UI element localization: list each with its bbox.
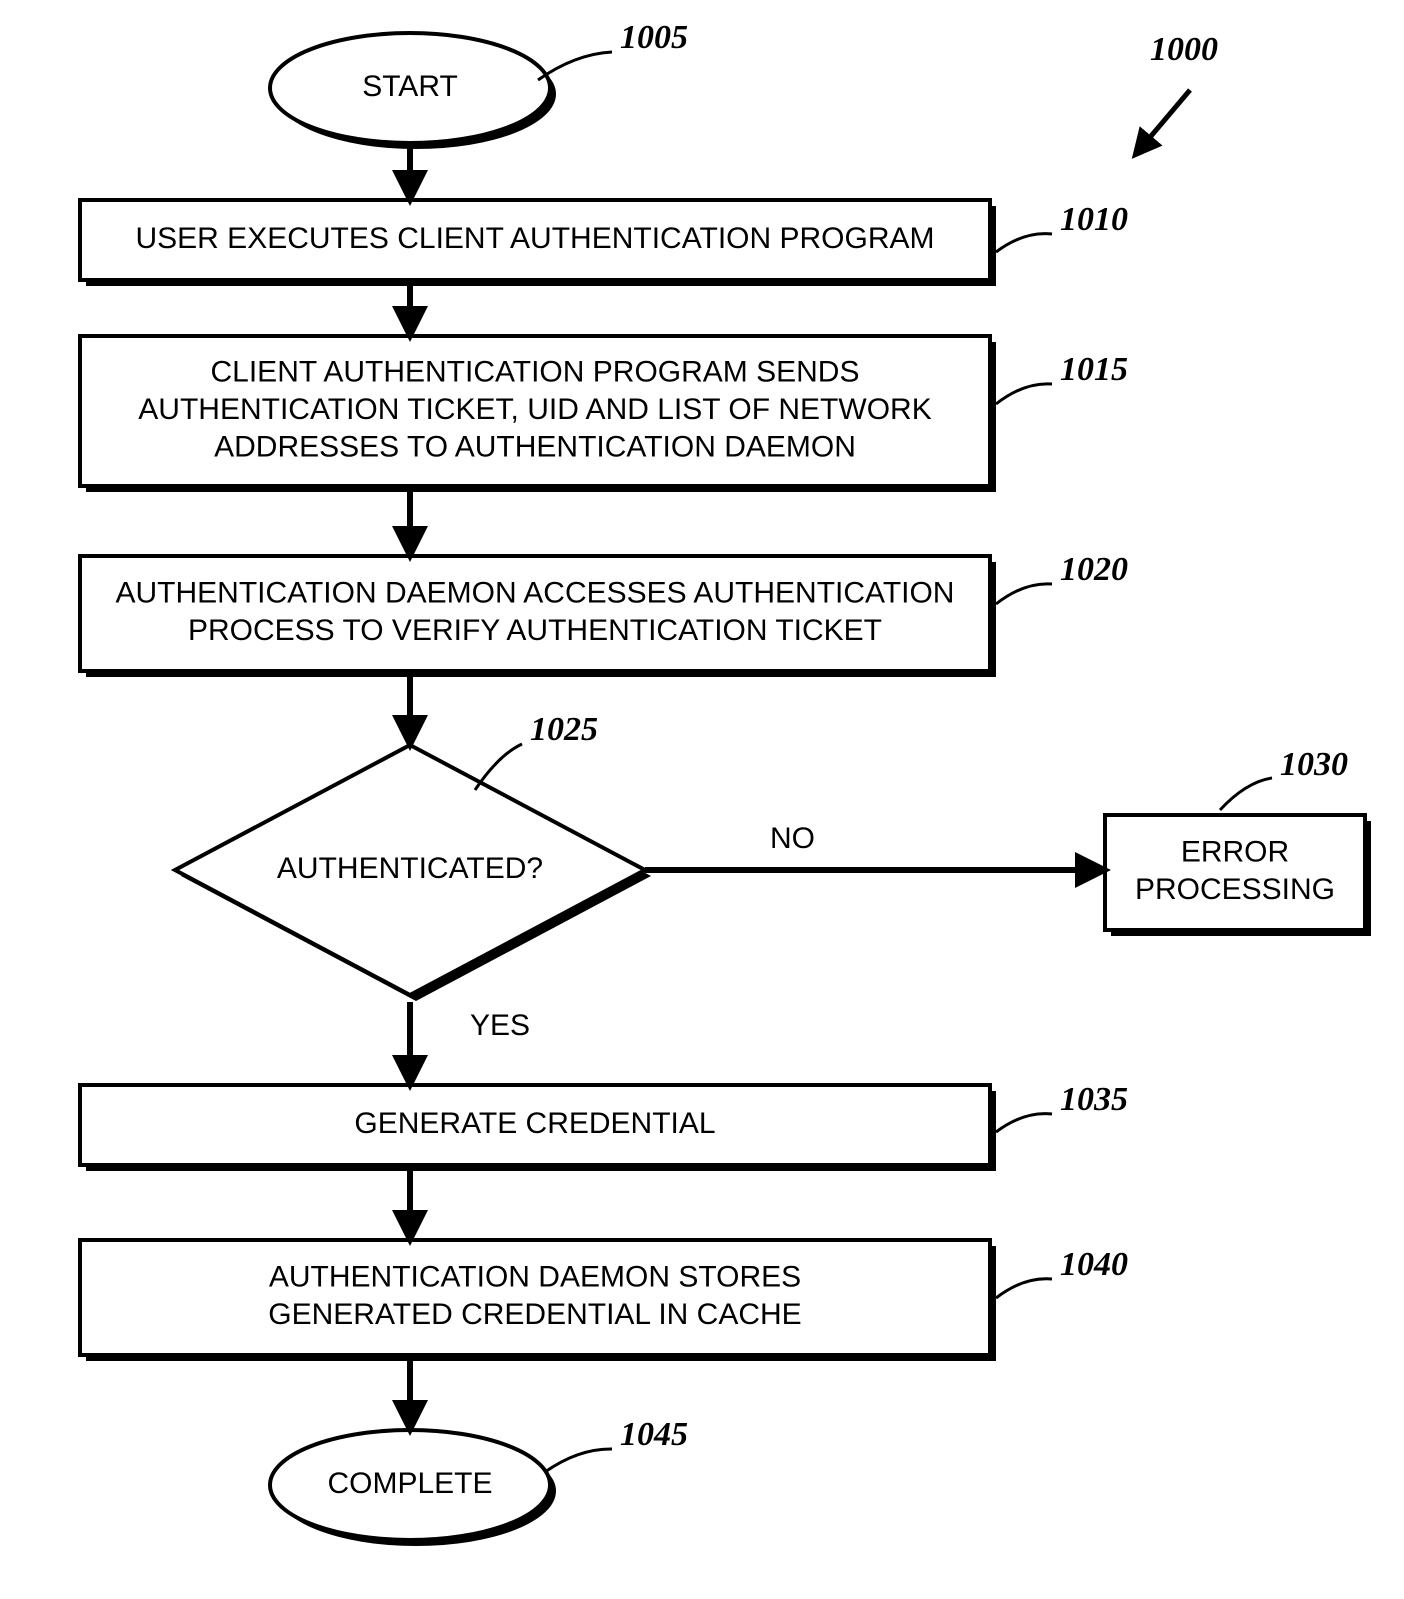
ref-leader: [996, 584, 1052, 604]
ref-label: 1040: [1060, 1246, 1128, 1283]
node-n1015: CLIENT AUTHENTICATION PROGRAM SENDS AUTHE…: [80, 336, 996, 492]
node-label-line: AUTHENTICATION TICKET, UID AND LIST OF N…: [138, 393, 931, 426]
node-label-line: AUTHENTICATION DAEMON ACCESSES AUTHENTIC…: [116, 577, 955, 610]
node-label: AUTHENTICATED?: [277, 852, 543, 885]
edge-label: NO: [770, 822, 815, 855]
ref-label: 1035: [1060, 1081, 1128, 1118]
node-n1020: AUTHENTICATION DAEMON ACCESSES AUTHENTIC…: [80, 556, 996, 677]
node-n1025: AUTHENTICATED?: [175, 745, 651, 1001]
ref-leader: [996, 1279, 1052, 1298]
ref-label: 1020: [1060, 551, 1128, 588]
node-n1035: GENERATE CREDENTIAL: [80, 1085, 996, 1171]
node-label-line: CLIENT AUTHENTICATION PROGRAM SENDS: [211, 355, 860, 388]
node-label-line: GENERATED CREDENTIAL IN CACHE: [268, 1298, 801, 1331]
node-start: START: [270, 33, 556, 149]
node-label: START: [362, 70, 458, 103]
node-label: COMPLETE: [327, 1467, 492, 1500]
ref-label: 1015: [1060, 351, 1128, 388]
node-n1010: USER EXECUTES CLIENT AUTHENTICATION PROG…: [80, 200, 996, 286]
ref-leader: [996, 384, 1052, 404]
ref-leader: [996, 234, 1052, 252]
node-label-line: PROCESS TO VERIFY AUTHENTICATION TICKET: [188, 614, 882, 647]
ref-label: 1030: [1280, 746, 1348, 783]
ref-label: 1025: [530, 711, 598, 748]
node-n1040: AUTHENTICATION DAEMON STORES GENERATED CR…: [80, 1240, 996, 1361]
ref-leader: [545, 1449, 612, 1472]
node-label-line: GENERATE CREDENTIAL: [354, 1107, 715, 1140]
ref-label: 1045: [620, 1416, 688, 1453]
ref-label: 1010: [1060, 201, 1128, 238]
edge-label: YES: [470, 1009, 530, 1042]
ref-leader: [996, 1114, 1052, 1132]
node-label-line: PROCESSING: [1135, 873, 1335, 906]
ref-arrow: [1135, 90, 1190, 155]
ref-leader: [1220, 778, 1272, 810]
node-label-line: AUTHENTICATION DAEMON STORES: [269, 1261, 801, 1294]
node-n1030: ERROR PROCESSING: [1105, 815, 1371, 936]
node-label-line: ADDRESSES TO AUTHENTICATION DAEMON: [214, 430, 856, 463]
ref-label: 1005: [620, 19, 688, 56]
ref-label: 1000: [1150, 31, 1218, 68]
node-label-line: USER EXECUTES CLIENT AUTHENTICATION PROG…: [136, 222, 935, 255]
node-complete: COMPLETE: [270, 1430, 556, 1546]
node-label-line: ERROR: [1181, 836, 1289, 869]
ref-leader: [538, 52, 612, 80]
